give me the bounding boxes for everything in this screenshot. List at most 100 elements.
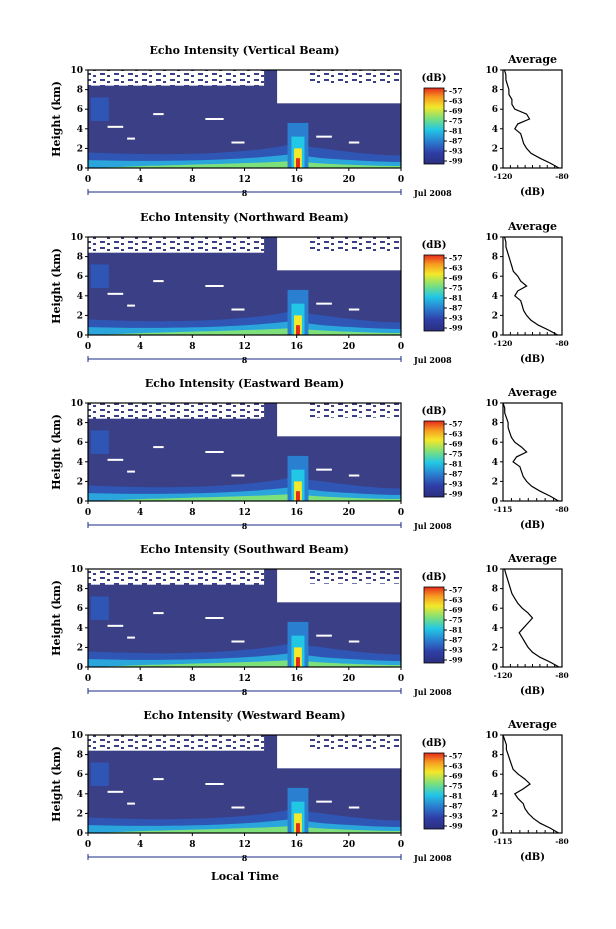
average-y-tick-label: 6 (492, 272, 498, 282)
average-y-tick-label: 2 (492, 311, 498, 321)
heatmap-gap (107, 458, 124, 461)
heatmap-band-high (94, 660, 401, 667)
y-tick-label: 4 (77, 458, 83, 468)
colorbar-tick-label: -87 (449, 636, 463, 645)
x-tick-label: 12 (238, 175, 251, 185)
colorbar-tick-label: -81 (449, 792, 463, 801)
heatmap-gap (316, 800, 332, 803)
colorbar-tick-label: -75 (449, 117, 463, 126)
date-label: Jul 2008 (413, 521, 452, 531)
x-tick-label: 0 (398, 508, 404, 518)
colorbar-unit: (dB) (422, 240, 447, 251)
colorbar-tick-label: -81 (449, 127, 463, 136)
average-title: Average (507, 552, 557, 565)
average-y-tick-label: 6 (492, 105, 498, 115)
average-y-tick-label: 4 (492, 790, 498, 800)
x-tick-label: 8 (189, 508, 195, 518)
average-y-tick-label: 8 (492, 86, 498, 96)
date-label: Jul 2008 (413, 188, 452, 198)
colorbar-unit: (dB) (422, 406, 447, 417)
heatmap-gap (127, 636, 135, 639)
average-title: Average (507, 718, 557, 731)
y-tick-label: 8 (77, 86, 83, 96)
x-tick-label: 0 (398, 674, 404, 684)
y-tick-label: 0 (77, 164, 83, 174)
colorbar-tick-label: -93 (449, 314, 463, 323)
heatmap-gap (348, 640, 360, 643)
colorbar-tick-label: -57 (449, 87, 463, 96)
average-x-tick-label: -120 (494, 671, 513, 680)
colorbar-tick-label: -75 (449, 616, 463, 625)
x-tick-label: 0 (398, 175, 404, 185)
panel-2: Echo Intensity (Eastward Beam) 0 2 4 6 8 10 Hei… (50, 377, 569, 531)
heatmap-morning-echo (90, 596, 109, 620)
x-tick-label: 0 (85, 342, 91, 352)
heatmap-convection-peak (296, 657, 300, 667)
average-profile-line (503, 236, 558, 336)
heatmap-gap (205, 118, 224, 120)
heatmap-gap (231, 806, 245, 809)
average-x-label: (dB) (520, 852, 545, 863)
y-axis-label: Height (km) (50, 248, 63, 324)
average-y-tick-label: 0 (492, 829, 498, 839)
colorbar-tick-label: -87 (449, 137, 463, 146)
heatmap-gap (205, 285, 224, 287)
y-tick-label: 4 (77, 624, 83, 634)
average-x-label: (dB) (520, 354, 545, 365)
average-y-tick-label: 8 (492, 419, 498, 429)
y-tick-label: 2 (77, 477, 83, 487)
y-axis-label: Height (km) (50, 746, 63, 822)
colorbar-tick-label: -99 (449, 822, 463, 831)
y-tick-label: 0 (77, 331, 83, 341)
chart-title: Echo Intensity (Southward Beam) (140, 543, 349, 556)
average-x-tick-label: -115 (494, 505, 513, 514)
x-tick-label: 16 (290, 175, 303, 185)
heatmap-band-high (94, 161, 401, 168)
heatmap-gap (316, 634, 332, 637)
x-tick-label: 0 (398, 342, 404, 352)
colorbar-tick-label: -75 (449, 782, 463, 791)
average-profile-line (502, 734, 559, 834)
colorbar (423, 586, 445, 664)
x-tick-label: 8 (189, 342, 195, 352)
heatmap-no-echo-region (309, 70, 401, 85)
x-axis-label-local-time: Local Time (211, 870, 279, 883)
average-y-tick-label: 4 (492, 458, 498, 468)
heatmap-no-echo-region (309, 569, 401, 584)
heatmap-no-echo-region (88, 237, 265, 253)
colorbar-tick-label: -93 (449, 480, 463, 489)
y-tick-label: 2 (77, 144, 83, 154)
y-tick-label: 4 (77, 292, 83, 302)
y-tick-label: 8 (77, 419, 83, 429)
heatmap-gap (153, 446, 164, 449)
date-label: Jul 2008 (413, 853, 452, 863)
heatmap-band-high (94, 328, 401, 335)
heatmap-no-echo-region (88, 569, 265, 585)
average-y-tick-label: 6 (492, 438, 498, 448)
heatmap-gap (348, 308, 360, 311)
heatmap-gap (348, 806, 360, 809)
x-tick-label: 20 (343, 508, 356, 518)
day-label: 8 (242, 687, 248, 697)
heatmap-gap (127, 137, 135, 140)
colorbar-tick-label: -75 (449, 450, 463, 459)
average-y-tick-label: 2 (492, 477, 498, 487)
heatmap-convection-peak (296, 491, 300, 501)
panel-3: Echo Intensity (Southward Beam) 0 2 4 6 8 10 He… (50, 543, 569, 697)
average-frame (502, 402, 563, 502)
average-profile-line (503, 568, 560, 668)
x-tick-label: 0 (398, 840, 404, 850)
average-frame (502, 69, 563, 169)
x-tick-label: 20 (343, 674, 356, 684)
x-tick-label: 4 (137, 175, 143, 185)
y-tick-label: 10 (70, 399, 83, 409)
colorbar-unit: (dB) (422, 738, 447, 749)
average-y-tick-label: 0 (492, 497, 498, 507)
heatmap-gap (153, 612, 164, 615)
colorbar-tick-label: -63 (449, 264, 463, 273)
date-label: Jul 2008 (413, 687, 452, 697)
average-title: Average (507, 53, 557, 66)
heatmap-gap (153, 113, 164, 116)
x-tick-label: 12 (238, 342, 251, 352)
colorbar-tick-label: -93 (449, 812, 463, 821)
